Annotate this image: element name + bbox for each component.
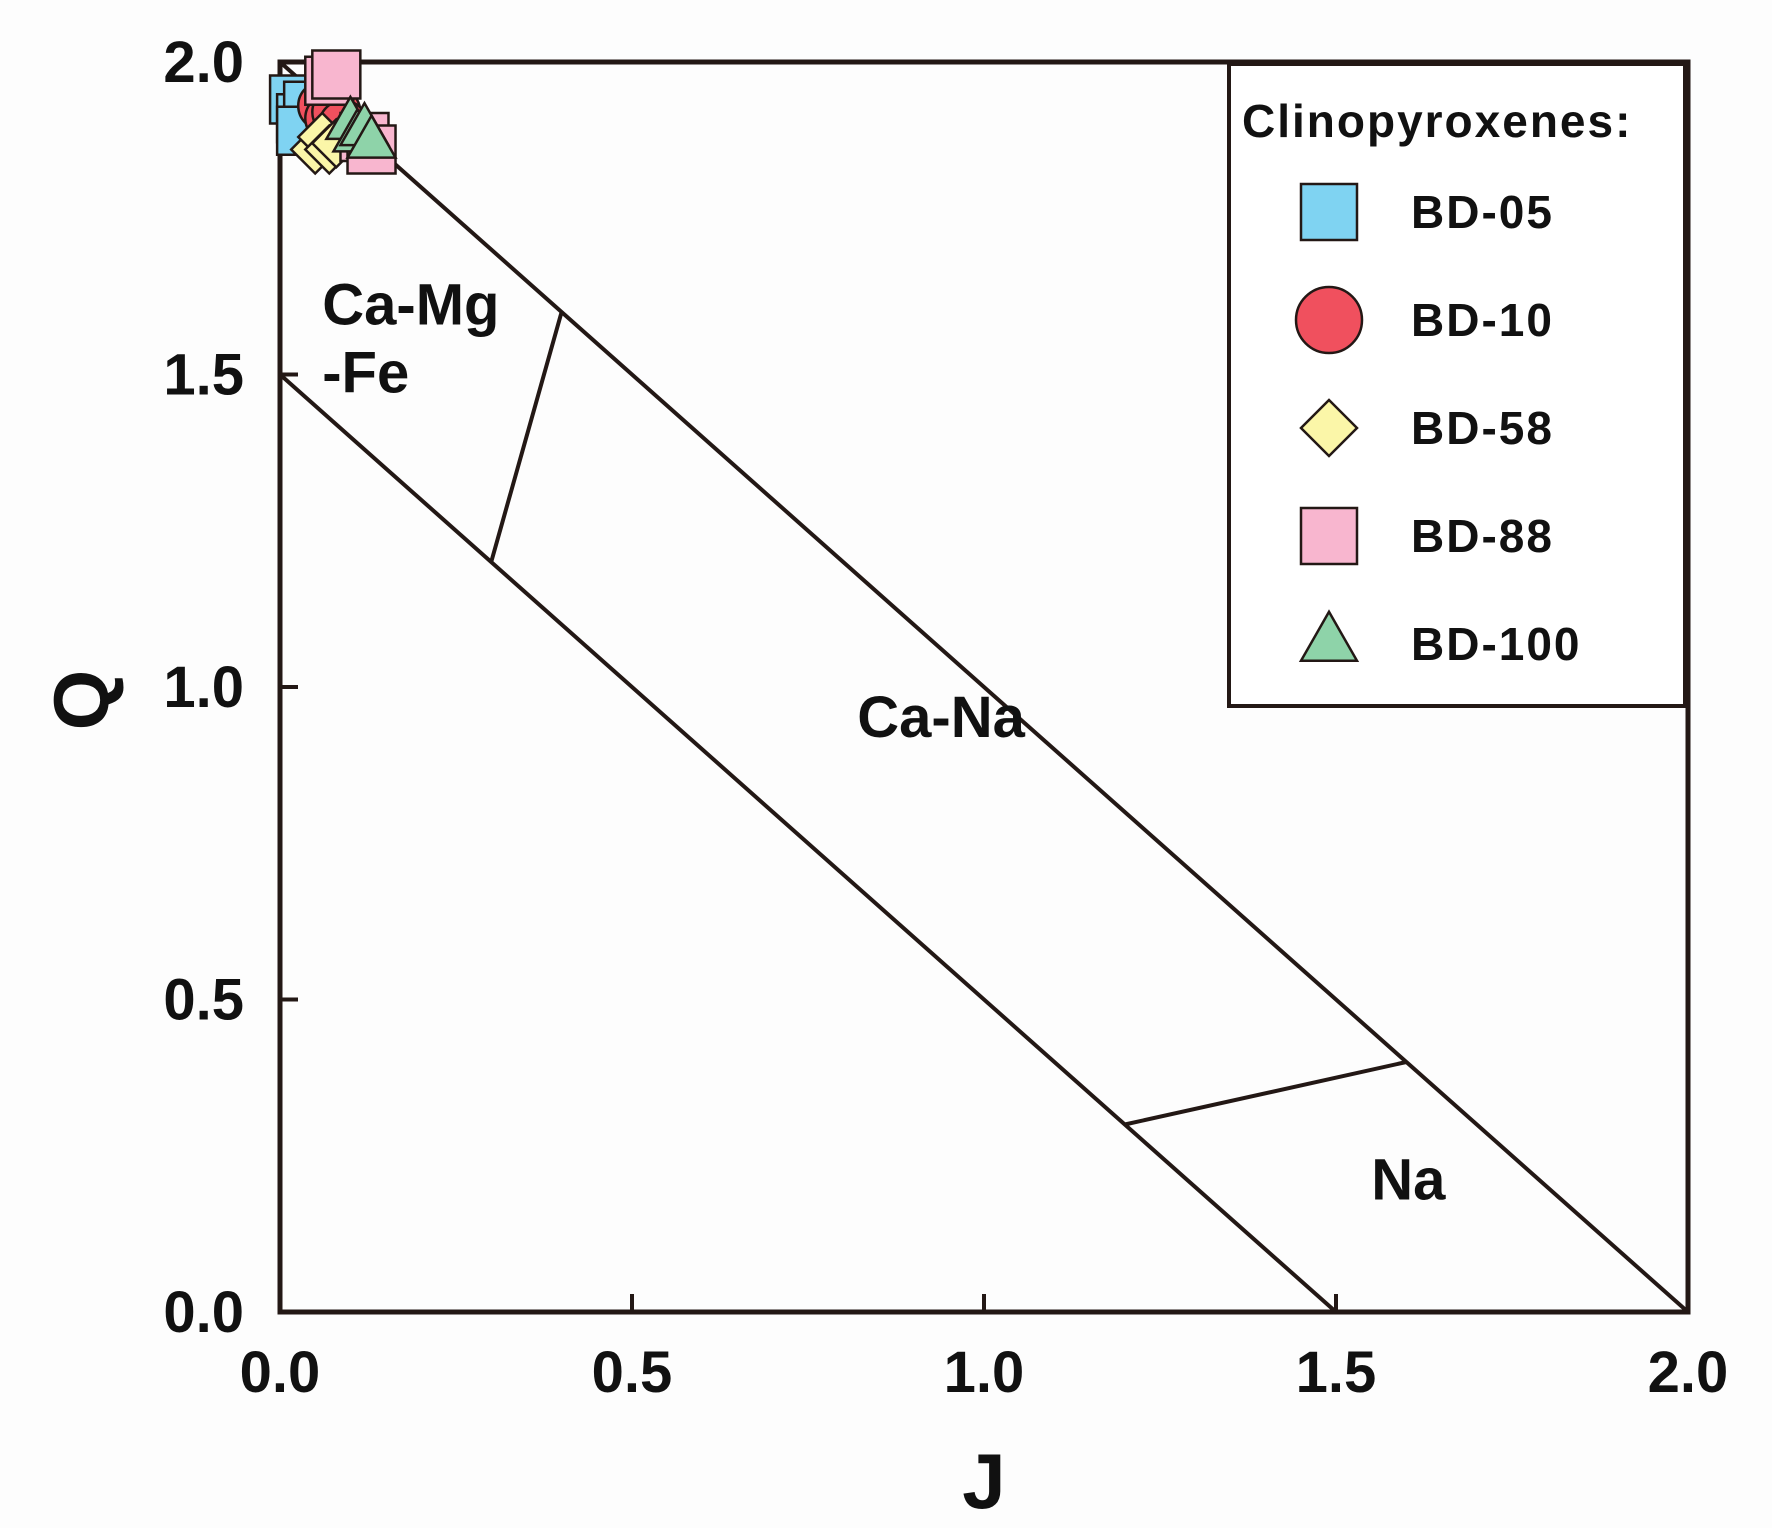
x-axis-label: J bbox=[962, 1437, 1005, 1525]
legend-label-bd-10: BD-10 bbox=[1411, 294, 1554, 346]
legend-marker-bd-58 bbox=[1299, 398, 1359, 458]
legend-title: Clinopyroxenes: bbox=[1242, 95, 1632, 147]
y-tick-label: 2.0 bbox=[163, 30, 244, 95]
legend-marker-bd-88 bbox=[1299, 506, 1359, 566]
boundary-na-divider bbox=[1124, 1060, 1407, 1127]
boundary-upper-diagonal bbox=[278, 60, 1690, 1314]
y-tick-label: 0.5 bbox=[163, 968, 244, 1033]
region-label-na: Na bbox=[1371, 1148, 1446, 1213]
region-label-line: -Fe bbox=[322, 341, 409, 406]
legend-marker-bd-10 bbox=[1294, 285, 1364, 355]
legend-marker-bd-100 bbox=[1298, 609, 1360, 663]
region-label-line: Ca-Na bbox=[857, 685, 1025, 750]
boundary-lower-diagonal bbox=[278, 373, 1338, 1314]
y-tick-label: 0.0 bbox=[163, 1280, 244, 1345]
boundary-ca-mg-fe-divider bbox=[489, 311, 564, 563]
region-label-line: Ca-Mg bbox=[322, 273, 499, 338]
x-tick-label: 2.0 bbox=[1648, 1340, 1729, 1405]
y-tick-label: 1.5 bbox=[163, 343, 244, 408]
legend-marker-bd-05 bbox=[1299, 182, 1359, 242]
x-tick-label: 0.0 bbox=[240, 1340, 321, 1405]
point-bd-100 bbox=[345, 113, 398, 159]
region-label-ca-na: Ca-Na bbox=[857, 685, 1025, 750]
y-axis-label: Q bbox=[37, 670, 125, 731]
legend-label-bd-100: BD-100 bbox=[1411, 618, 1582, 670]
x-tick-label: 1.0 bbox=[944, 1340, 1025, 1405]
point-bd-88 bbox=[311, 49, 362, 100]
legend-box bbox=[1227, 62, 1687, 708]
x-tick-label: 0.5 bbox=[592, 1340, 673, 1405]
region-label-ca-mg-fe: Ca-Mg -Fe bbox=[322, 273, 499, 406]
legend-label-bd-05: BD-05 bbox=[1411, 186, 1554, 238]
region-label-line: Na bbox=[1371, 1148, 1446, 1213]
x-tick-label: 1.5 bbox=[1296, 1340, 1377, 1405]
legend-label-bd-88: BD-88 bbox=[1411, 510, 1554, 562]
legend: Clinopyroxenes: BD-05 BD-10 BD-58 BD-88 BD-1… bbox=[1227, 62, 1687, 708]
legend-label-bd-58: BD-58 bbox=[1411, 402, 1554, 454]
y-tick-label: 1.0 bbox=[163, 655, 244, 720]
